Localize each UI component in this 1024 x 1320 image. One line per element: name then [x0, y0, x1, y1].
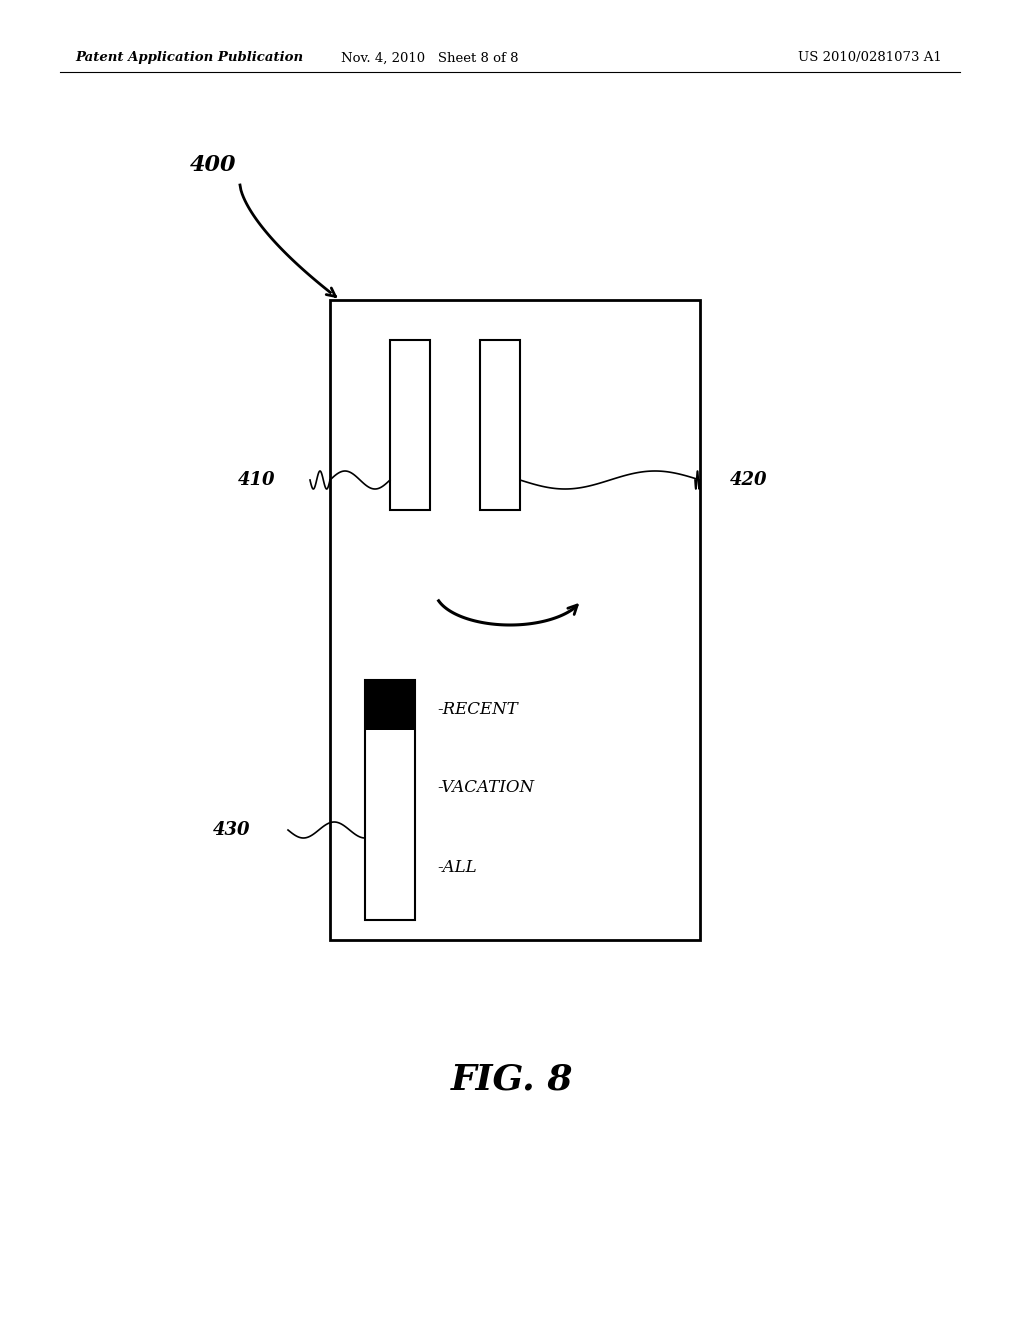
Text: 400: 400 — [190, 154, 237, 176]
Bar — [480, 341, 520, 510]
Text: Nov. 4, 2010   Sheet 8 of 8: Nov. 4, 2010 Sheet 8 of 8 — [341, 51, 519, 65]
Text: -ALL: -ALL — [437, 859, 476, 875]
Bar — [365, 680, 415, 920]
Bar — [365, 680, 415, 730]
Text: FIG. 8: FIG. 8 — [451, 1063, 573, 1097]
Text: -RECENT: -RECENT — [437, 701, 518, 718]
Text: -VACATION: -VACATION — [437, 780, 534, 796]
Text: 430: 430 — [213, 821, 250, 840]
Text: US 2010/0281073 A1: US 2010/0281073 A1 — [798, 51, 942, 65]
Text: 420: 420 — [730, 471, 768, 488]
Text: Patent Application Publication: Patent Application Publication — [75, 51, 303, 65]
Bar — [390, 341, 430, 510]
Text: 410: 410 — [238, 471, 275, 488]
Bar — [330, 300, 700, 940]
